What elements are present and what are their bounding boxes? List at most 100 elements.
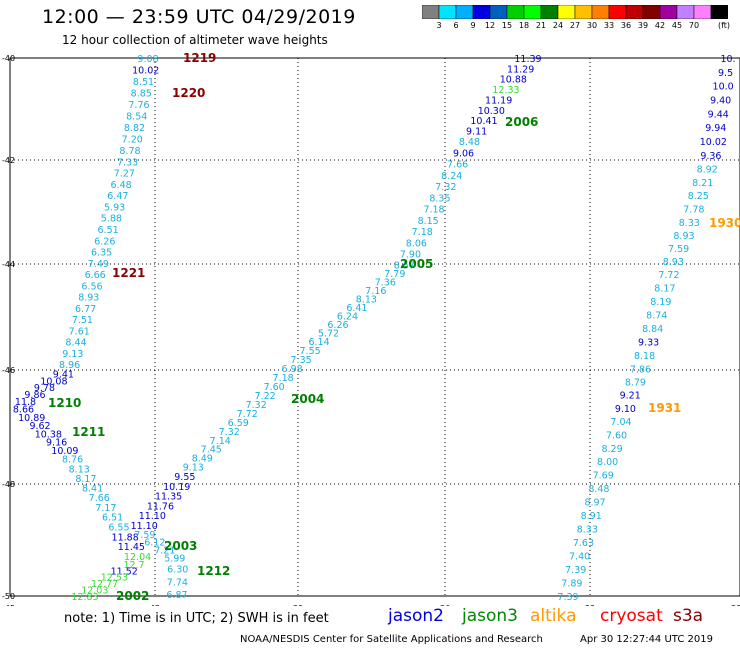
colorbar-label: 24 xyxy=(552,21,564,30)
pass-time-label: 1220 xyxy=(172,86,205,100)
wave-height-value: 5.99 xyxy=(164,553,185,564)
wave-height-value: 11.35 xyxy=(155,492,182,503)
wave-height-value: 10.88 xyxy=(500,75,527,86)
wave-height-value: 7.74 xyxy=(167,577,188,588)
pass-time-label: 1930 xyxy=(709,216,740,230)
wave-height-value: 7.49 xyxy=(88,259,109,270)
wave-height-value: 11.52 xyxy=(111,566,138,577)
wave-height-value: 10.0 xyxy=(713,82,734,93)
colorbar-label: 36 xyxy=(620,21,632,30)
wave-height-value: 9.21 xyxy=(620,391,641,402)
pass-time-label: 1219 xyxy=(183,51,216,65)
wave-height-value: 8.92 xyxy=(697,164,718,175)
wave-height-value: 7.66 xyxy=(89,493,110,504)
wave-height-value: 12.83 xyxy=(71,592,98,603)
wave-height-value: 8.33 xyxy=(679,218,700,229)
page-subtitle: 12 hour collection of altimeter wave hei… xyxy=(62,33,328,47)
wave-height-value: 8.51 xyxy=(133,77,154,88)
wave-height-value: 9.06 xyxy=(453,148,474,159)
wave-height-value: 7.79 xyxy=(384,269,405,280)
wave-height-value: 10. xyxy=(720,54,735,65)
pass-time-label: 2004 xyxy=(291,392,324,406)
pass-time-label: 1210 xyxy=(48,396,81,410)
wave-height-value: 7.32 xyxy=(435,182,456,193)
wave-height-value: 8.21 xyxy=(692,178,713,189)
wave-height-value: 7.18 xyxy=(412,227,433,238)
wave-height-value: 9.44 xyxy=(708,109,729,120)
wave-height-value: 8.17 xyxy=(654,284,675,295)
colorbar-label: 39 xyxy=(637,21,649,30)
wave-height-value: 5.93 xyxy=(104,202,125,213)
wave-height-value: 7.20 xyxy=(122,134,143,145)
wave-height-value: 9.78 xyxy=(34,383,55,394)
wave-height-value: 8.29 xyxy=(601,444,622,455)
wave-height-value: 7.78 xyxy=(683,204,704,215)
wave-height-value: 9.41 xyxy=(53,369,74,380)
wave-height-value: 7.60 xyxy=(606,430,627,441)
wave-height-value: 8.82 xyxy=(124,123,145,134)
wave-height-value: 7.51 xyxy=(72,315,93,326)
wave-height-value: 12.04 xyxy=(124,552,151,563)
wave-height-value: 7.35 xyxy=(291,355,312,366)
wave-height-value: 7.66 xyxy=(447,160,468,171)
wave-height-value: 6.12 xyxy=(144,538,165,549)
wave-height-value: 6.51 xyxy=(102,512,123,523)
wave-height-value: 11.10 xyxy=(131,521,158,532)
colorbar-labels: 3 6 9 12 15 18 21 24 27 30 33 36 39 42 45 70 xyxy=(422,21,740,33)
wave-height-value: 6.41 xyxy=(346,303,367,314)
wave-height-value: 7.32 xyxy=(246,400,267,411)
wave-height-value: 9.5 xyxy=(718,68,733,79)
wave-height-value: 9.33 xyxy=(638,337,659,348)
latitude-label: -46 xyxy=(2,366,15,375)
wave-height-value: 8.66 xyxy=(13,404,34,415)
wave-height-value: 8.97 xyxy=(584,497,605,508)
wave-height-value: 8.33 xyxy=(577,524,598,535)
wave-height-value: 9.08 xyxy=(137,54,158,65)
pass-time-label: 1221 xyxy=(112,266,145,280)
wave-height-value: 8.35 xyxy=(429,193,450,204)
wave-height-value: 12.7 xyxy=(123,560,144,571)
wave-height-value: 7.45 xyxy=(201,445,222,456)
track-middle: 11.3911.2910.8812.3311.1910.3010.419.118… xyxy=(131,54,542,601)
colorbar-label: 3 xyxy=(436,21,442,30)
satellite-jason3: jason3 xyxy=(462,606,518,626)
wave-height-value: 7.16 xyxy=(365,286,386,297)
wave-height-value: 8.00 xyxy=(597,457,618,468)
wave-height-value: 6.35 xyxy=(91,248,112,259)
wave-height-value: 8.48 xyxy=(588,484,609,495)
map-frame xyxy=(9,57,740,597)
wave-height-value: 11.10 xyxy=(139,511,166,522)
colorbar-label: 18 xyxy=(518,21,530,30)
wave-height-value: 8.15 xyxy=(418,216,439,227)
pass-time-label: 1931 xyxy=(648,401,681,415)
wave-height-value: 8.93 xyxy=(78,293,99,304)
wave-height-value: 6.59 xyxy=(228,418,249,429)
wave-height-value: 7.40 xyxy=(569,551,590,562)
longitude-label: -30 xyxy=(728,604,740,606)
wave-height-value: 8.57 xyxy=(394,261,415,272)
wave-height-value: 6.47 xyxy=(107,191,128,202)
wave-height-value: 10.02 xyxy=(700,137,727,148)
wave-height-value: 12.77 xyxy=(91,579,118,590)
wave-height-value: 8.85 xyxy=(131,88,152,99)
colorbar-label: 27 xyxy=(569,21,581,30)
colorbar-label: 30 xyxy=(586,21,598,30)
wave-height-value: 10.08 xyxy=(40,376,67,387)
wave-height-value: 10.41 xyxy=(470,116,497,127)
wave-height-value: 7.69 xyxy=(593,470,614,481)
wave-height-value: 5.88 xyxy=(101,214,122,225)
wave-height-value: 11.76 xyxy=(147,501,174,512)
timestamp: Apr 30 12:27:44 UTC 2019 xyxy=(580,634,713,645)
colorbar-unit: (ft) xyxy=(718,21,731,30)
wave-height-value: 10.89 xyxy=(18,413,45,424)
wave-height-map: -40 -42 -44 -46 -48 -50 -45 -42 -39 -36 -33 -30 9.08… xyxy=(2,51,740,606)
wave-height-value: 6.98 xyxy=(282,364,303,375)
wave-height-value: 11.45 xyxy=(118,542,145,553)
wave-height-value: 6.87 xyxy=(166,590,187,601)
latitude-label: -42 xyxy=(2,156,15,165)
colorbar-label: 42 xyxy=(654,21,666,30)
wave-height-value: 6.30 xyxy=(167,565,188,576)
wave-height-value: 9.11 xyxy=(466,127,487,138)
wave-height-value: 7.14 xyxy=(210,436,231,447)
wave-height-value: 9.13 xyxy=(62,349,83,360)
